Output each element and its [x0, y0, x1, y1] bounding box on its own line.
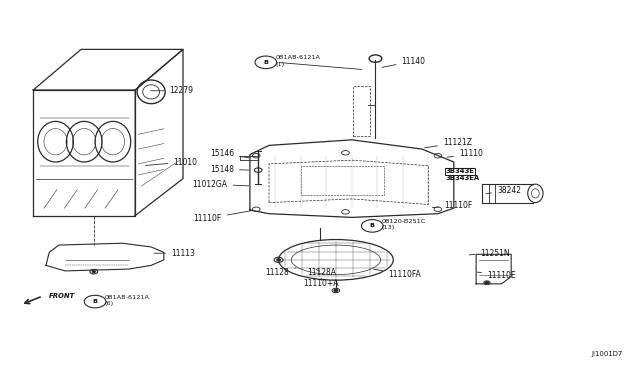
Text: B: B	[370, 223, 375, 228]
Text: 0B1AB-6121A: 0B1AB-6121A	[275, 55, 321, 60]
Text: 11110: 11110	[447, 150, 483, 158]
Text: 11110E: 11110E	[477, 271, 516, 280]
Circle shape	[92, 271, 95, 273]
Text: 11113: 11113	[154, 249, 195, 258]
Text: 11128: 11128	[266, 268, 296, 277]
Text: B: B	[93, 299, 97, 304]
Text: 11121Z: 11121Z	[425, 138, 472, 148]
Circle shape	[334, 289, 338, 292]
Text: 38242: 38242	[486, 186, 521, 195]
Text: FRONT: FRONT	[49, 293, 76, 299]
Circle shape	[362, 219, 383, 232]
Circle shape	[485, 282, 489, 284]
Text: 11012GA: 11012GA	[193, 180, 249, 189]
Text: B: B	[263, 60, 268, 65]
Text: 11140: 11140	[382, 57, 426, 67]
Text: 11128A: 11128A	[307, 268, 336, 277]
Text: (1): (1)	[275, 62, 285, 67]
Text: 0B120-B251C: 0B120-B251C	[382, 219, 426, 224]
Text: 11110+A: 11110+A	[303, 278, 339, 288]
Circle shape	[84, 295, 106, 308]
Text: 3B343EA: 3B343EA	[445, 174, 480, 180]
Circle shape	[255, 56, 276, 68]
Text: 11110F: 11110F	[433, 201, 472, 210]
Text: 12279: 12279	[151, 86, 194, 95]
Text: 11110F: 11110F	[194, 211, 250, 223]
Text: 0B1AB-6121A: 0B1AB-6121A	[104, 295, 150, 299]
Circle shape	[276, 259, 280, 261]
Text: 11010: 11010	[146, 157, 197, 167]
Text: 15148: 15148	[210, 165, 249, 174]
Text: (13): (13)	[382, 225, 395, 230]
Text: 3B343E: 3B343E	[445, 168, 474, 174]
Text: 11251N: 11251N	[469, 249, 510, 258]
Text: (6): (6)	[104, 301, 114, 306]
Text: 15146: 15146	[210, 149, 249, 158]
Text: JI1001D7: JI1001D7	[591, 350, 623, 357]
Text: 11110FA: 11110FA	[374, 269, 421, 279]
